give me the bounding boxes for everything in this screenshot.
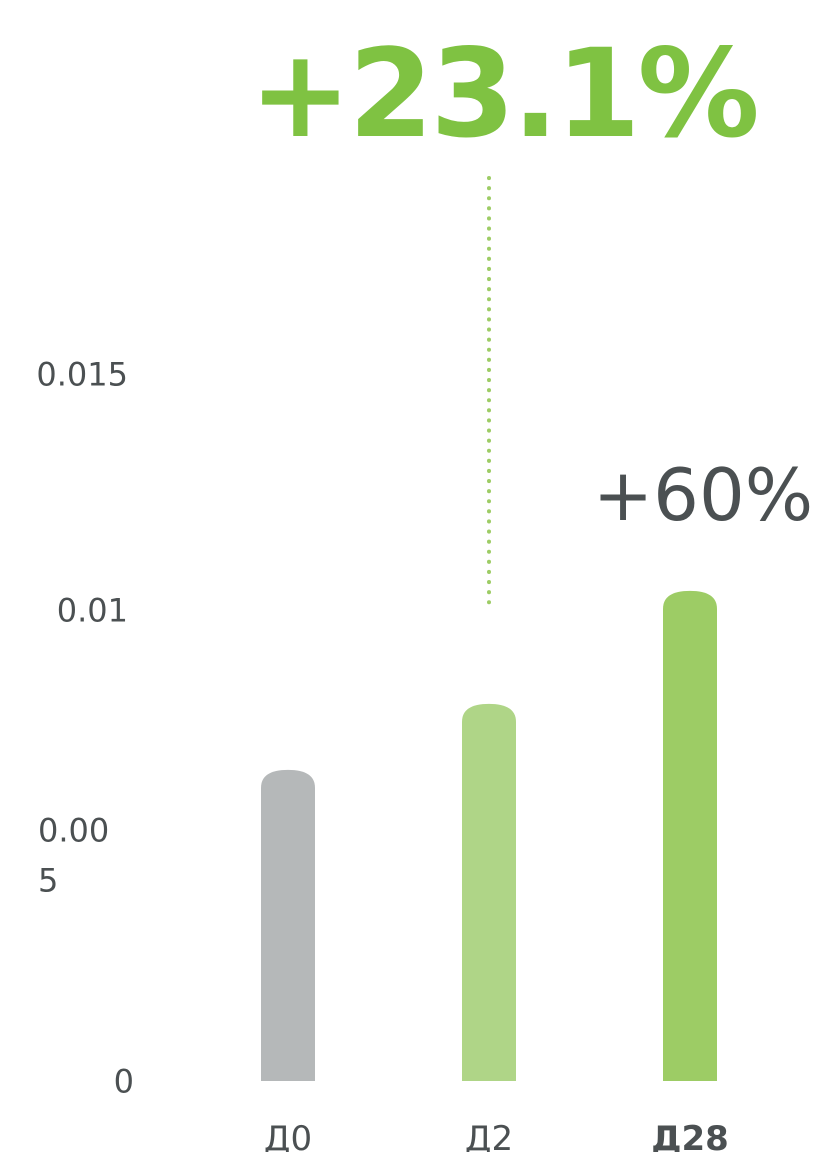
annotation-percent-d28: +60% (593, 453, 813, 537)
bar-2 (663, 590, 717, 1081)
x-tick-label: Д0 (264, 1119, 312, 1152)
annotations: +23.1% +60% (249, 23, 813, 537)
y-tick-label: 0 (114, 1063, 134, 1101)
y-tick-label: 0.01 (57, 592, 128, 630)
y-tick-label: 0.00 5 (38, 812, 109, 900)
bar-1 (462, 703, 516, 1081)
annotation-percent-d2: +23.1% (249, 23, 756, 165)
y-axis-tick-labels: 0 0.00 5 0.01 0.015 (36, 356, 134, 1101)
x-tick-label: Д28 (651, 1119, 729, 1152)
x-axis-category-labels: Д0 Д2 Д28 (264, 1119, 729, 1152)
bars (261, 590, 717, 1081)
bar-0 (261, 769, 315, 1081)
x-tick-label: Д2 (465, 1119, 513, 1152)
y-tick-label: 0.015 (36, 356, 128, 394)
